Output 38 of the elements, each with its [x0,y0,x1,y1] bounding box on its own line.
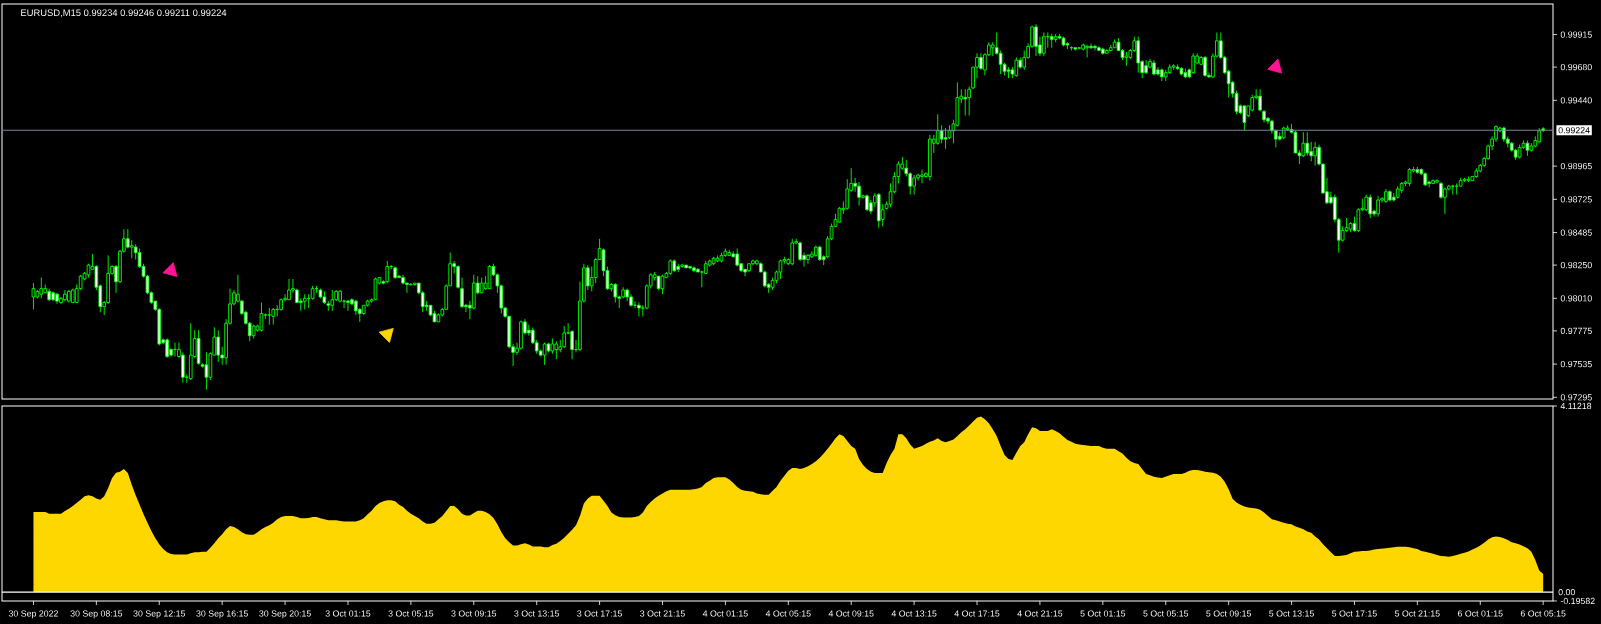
x-tick-label: 3 Oct 21:15 [640,610,685,617]
candlestick [637,302,641,317]
x-tick-label: 4 Oct 13:15 [891,610,937,617]
point [378,327,394,343]
x-tick-label: 3 Oct 05:15 [388,610,434,617]
x-tick-label: 5 Oct 01:15 [1080,610,1126,617]
x-tick-label: 3 Oct 09:15 [451,610,497,617]
candlestick [562,325,567,349]
x-tick-label: 5 Oct 21:15 [1394,610,1440,617]
candlestick [346,299,350,312]
x-tick-label: 30 Sep 12:15 [133,610,186,619]
y-tick-label: 4.11218 [1560,402,1592,410]
x-tick-label: 5 Oct 13:15 [1269,610,1314,617]
x-tick-label: 5 Oct 05:15 [1143,610,1189,617]
x-tick-label: 4 Oct 21:15 [1017,610,1063,617]
ref-line-label: 0.00 [1558,589,1575,596]
x-tick-label: 6 Oct 05:15 [1520,610,1566,617]
x-tick-label: 5 Oct 17:15 [1332,610,1377,617]
x-tick-label: 4 Oct 01:15 [702,610,748,617]
x-tick-label: 6 Oct 01:15 [1457,610,1503,617]
y-tick-label: 0.97775 [1560,327,1592,334]
x-tick-label: 30 Sep 16:15 [196,610,248,619]
x-tick-label: 3 Oct 13:15 [514,610,560,617]
x-tick-label: 3 Oct 17:15 [577,610,622,617]
x-tick-label: 4 Oct 17:15 [954,610,1000,617]
x-tick-label: 30 Sep 08:15 [70,610,123,619]
y-tick-label: 0.97535 [1560,360,1592,368]
x-tick-label: 3 Oct 01:15 [325,610,371,617]
x-tick-label: 5 Oct 09:15 [1206,610,1252,617]
candlestick [216,329,221,363]
x-tick-label: 4 Oct 05:15 [765,610,811,617]
x-tick-label: 30 Sep 2022 [8,610,58,619]
y-tick-label: -0.19582 [1560,597,1595,605]
x-tick-label: 30 Sep 20:15 [259,610,311,619]
y-tick-label: 0.97295 [1560,394,1592,401]
candlestick [188,322,193,381]
x-tick-label: 4 Oct 09:15 [828,610,874,617]
candlestick [165,338,169,359]
